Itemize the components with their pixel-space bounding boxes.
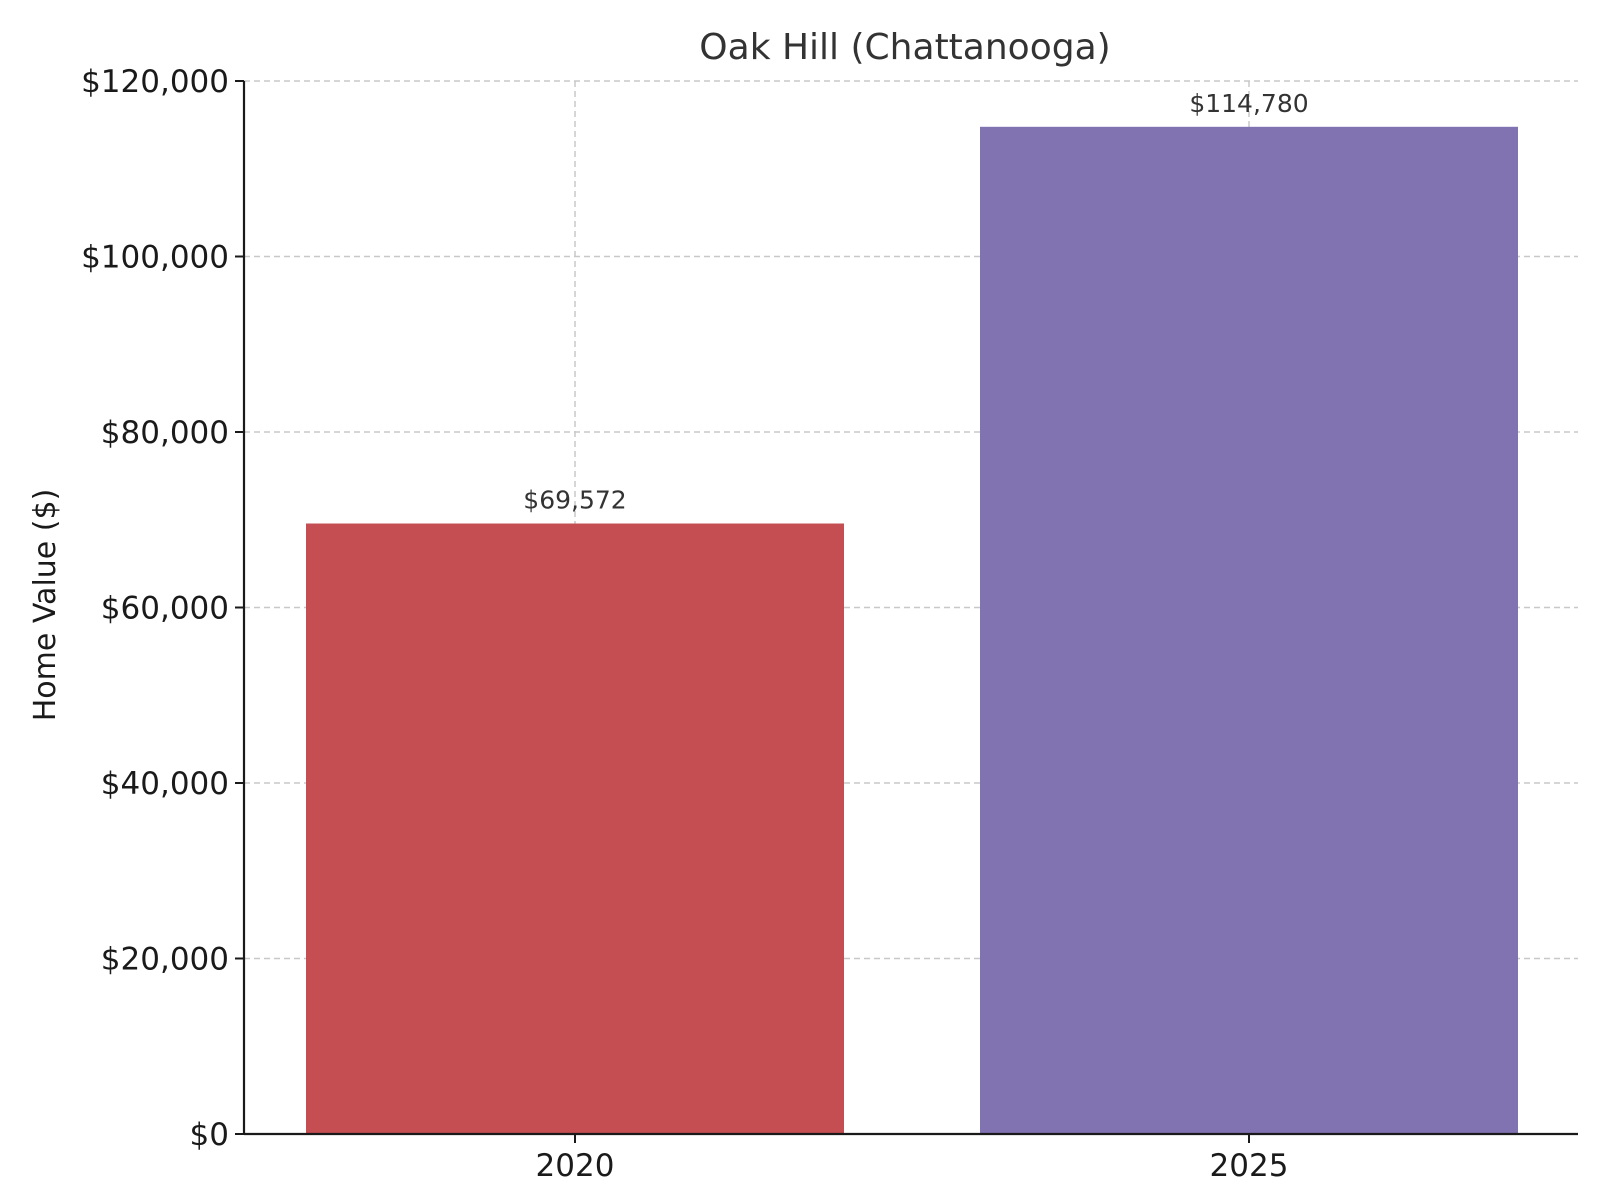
y-ticks: $0 $20,000 $40,000 $60,000 $80,000 $100,000 $1… [81, 64, 244, 1153]
y-tick-label: $40,000 [101, 766, 229, 802]
bars [306, 126, 1518, 1135]
y-tick-label: $100,000 [81, 240, 229, 276]
data-label-2025: $114,780 [1189, 89, 1308, 118]
y-tick-label: $0 [190, 1117, 229, 1153]
chart-title: Oak Hill (Chattanooga) [699, 27, 1110, 68]
y-tick-label: $60,000 [101, 591, 229, 627]
y-axis-title: Home Value ($) [28, 489, 63, 722]
y-tick-label: $80,000 [101, 415, 229, 451]
y-tick-label: $120,000 [81, 64, 229, 100]
data-label-2020: $69,572 [523, 486, 626, 515]
x-tick-label-2025: 2025 [1210, 1148, 1289, 1184]
x-ticks: 2020 2025 [536, 1134, 1289, 1184]
bar-2025 [980, 126, 1518, 1135]
bar-2020 [306, 523, 844, 1134]
data-labels: $69,572 $114,780 [523, 89, 1308, 515]
y-tick-label: $20,000 [101, 942, 229, 978]
x-tick-label-2020: 2020 [536, 1148, 615, 1184]
